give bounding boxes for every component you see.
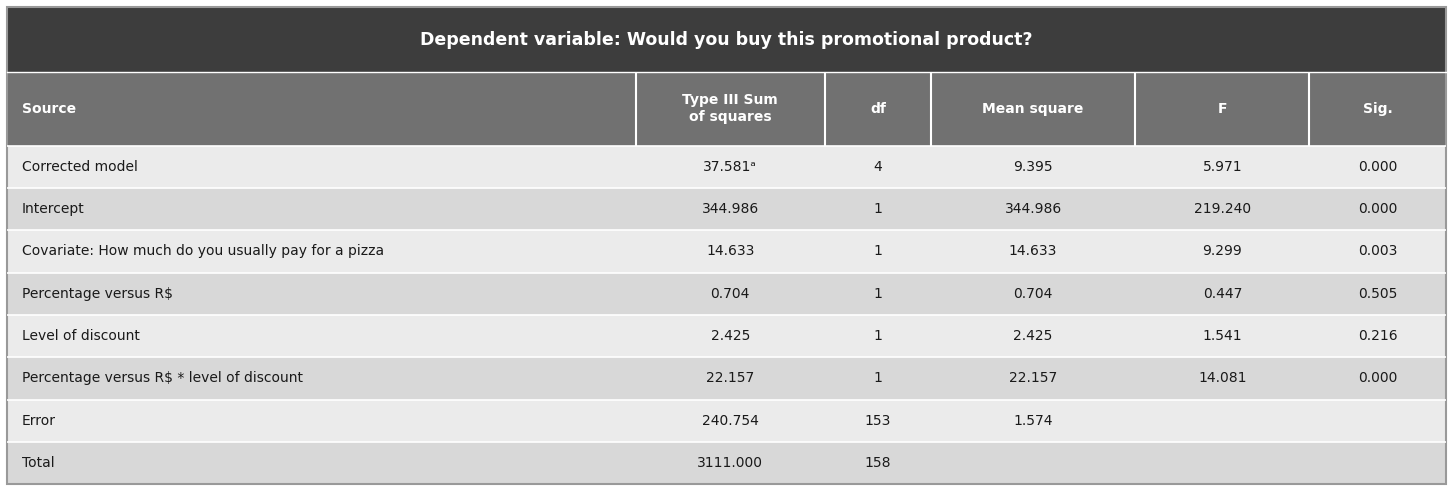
- Text: Sig.: Sig.: [1363, 102, 1392, 116]
- Text: Intercept: Intercept: [22, 202, 84, 216]
- Text: 1.574: 1.574: [1013, 414, 1053, 427]
- Bar: [7, 399, 1446, 442]
- Bar: [7, 357, 1446, 399]
- Text: 14.081: 14.081: [1199, 371, 1247, 386]
- Bar: [7, 273, 1446, 315]
- Text: Percentage versus R$: Percentage versus R$: [22, 287, 173, 301]
- Bar: [7, 315, 1446, 357]
- Text: Level of discount: Level of discount: [22, 329, 139, 343]
- Text: 0.447: 0.447: [1203, 287, 1242, 301]
- Text: 1: 1: [873, 202, 882, 216]
- Bar: [7, 188, 1446, 230]
- Text: 0.704: 0.704: [711, 287, 750, 301]
- Bar: [7, 145, 1446, 188]
- Text: F: F: [1218, 102, 1228, 116]
- Text: 1: 1: [873, 245, 882, 258]
- Bar: [7, 230, 1446, 273]
- Bar: [7, 72, 1446, 145]
- Text: 153: 153: [865, 414, 891, 427]
- Text: 0.704: 0.704: [1013, 287, 1053, 301]
- Text: 22.157: 22.157: [706, 371, 754, 386]
- Text: 158: 158: [865, 456, 891, 470]
- Text: 14.633: 14.633: [706, 245, 754, 258]
- Bar: [7, 7, 1446, 72]
- Text: Corrected model: Corrected model: [22, 160, 138, 174]
- Text: 344.986: 344.986: [702, 202, 758, 216]
- Text: 240.754: 240.754: [702, 414, 758, 427]
- Text: 344.986: 344.986: [1004, 202, 1062, 216]
- Text: 9.299: 9.299: [1203, 245, 1242, 258]
- Text: Total: Total: [22, 456, 54, 470]
- Text: 14.633: 14.633: [1008, 245, 1058, 258]
- Text: Percentage versus R$ * level of discount: Percentage versus R$ * level of discount: [22, 371, 302, 386]
- Bar: [7, 442, 1446, 484]
- Text: 1: 1: [873, 329, 882, 343]
- Text: Mean square: Mean square: [982, 102, 1084, 116]
- Text: 3111.000: 3111.000: [697, 456, 763, 470]
- Text: Source: Source: [22, 102, 76, 116]
- Text: Error: Error: [22, 414, 55, 427]
- Text: 0.003: 0.003: [1359, 245, 1398, 258]
- Text: 4: 4: [873, 160, 882, 174]
- Text: df: df: [870, 102, 886, 116]
- Text: 0.000: 0.000: [1359, 202, 1398, 216]
- Text: 2.425: 2.425: [711, 329, 750, 343]
- Text: Covariate: How much do you usually pay for a pizza: Covariate: How much do you usually pay f…: [22, 245, 384, 258]
- Text: 22.157: 22.157: [1008, 371, 1058, 386]
- Text: 5.971: 5.971: [1203, 160, 1242, 174]
- Text: 0.000: 0.000: [1359, 371, 1398, 386]
- Text: 219.240: 219.240: [1194, 202, 1251, 216]
- Text: 0.216: 0.216: [1357, 329, 1398, 343]
- Text: 37.581ᵃ: 37.581ᵃ: [703, 160, 757, 174]
- Text: Type III Sum
of squares: Type III Sum of squares: [683, 93, 779, 124]
- Text: 0.000: 0.000: [1359, 160, 1398, 174]
- Text: 1: 1: [873, 287, 882, 301]
- Text: 1: 1: [873, 371, 882, 386]
- Text: Dependent variable: Would you buy this promotional product?: Dependent variable: Would you buy this p…: [420, 31, 1033, 49]
- Text: 1.541: 1.541: [1203, 329, 1242, 343]
- Text: 0.505: 0.505: [1359, 287, 1398, 301]
- Text: 9.395: 9.395: [1013, 160, 1053, 174]
- Text: 2.425: 2.425: [1013, 329, 1053, 343]
